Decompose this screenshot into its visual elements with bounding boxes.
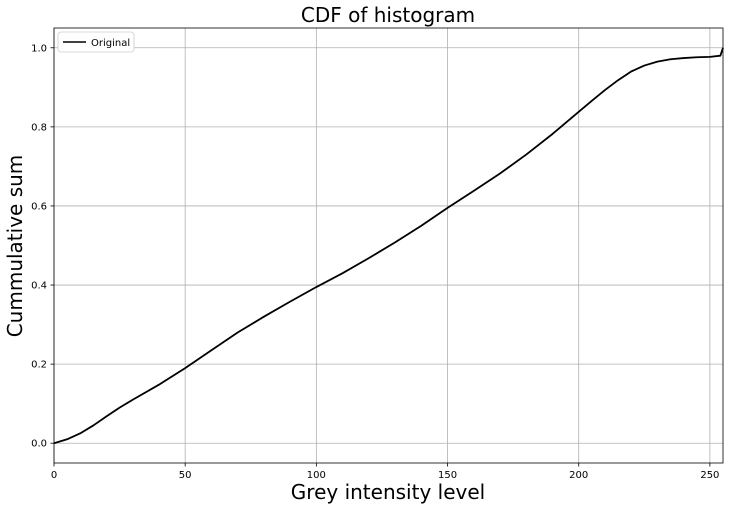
x-tick-label: 0	[51, 470, 57, 481]
legend: Original	[57, 31, 135, 53]
x-axis-label: Grey intensity level	[291, 480, 485, 504]
x-tick-label: 150	[438, 470, 457, 481]
x-tick-label: 250	[700, 470, 719, 481]
x-tick-label: 100	[307, 470, 326, 481]
legend-label-original: Original	[91, 38, 130, 49]
grid	[53, 28, 723, 463]
y-tick-label: 0.0	[31, 439, 47, 450]
series-line-original	[53, 47, 724, 445]
y-tick-label: 0.2	[31, 360, 47, 371]
series-layer	[53, 47, 724, 445]
y-tick-label: 0.8	[31, 122, 47, 133]
y-axis-label: Cummulative sum	[3, 155, 27, 338]
legend-box	[57, 31, 135, 53]
x-tick-label: 200	[569, 470, 588, 481]
plot-frame	[53, 27, 724, 464]
y-tick-label: 0.4	[31, 281, 47, 292]
x-tick-label: 50	[179, 470, 192, 481]
chart-title: CDF of histogram	[301, 3, 475, 27]
y-tick-label: 0.6	[31, 201, 47, 212]
y-tick-label: 1.0	[31, 43, 47, 54]
axis-ticks: 0 50 100 150 200 250 0.0 0.2 0.4 0.6 0.8 1.0	[31, 43, 719, 481]
